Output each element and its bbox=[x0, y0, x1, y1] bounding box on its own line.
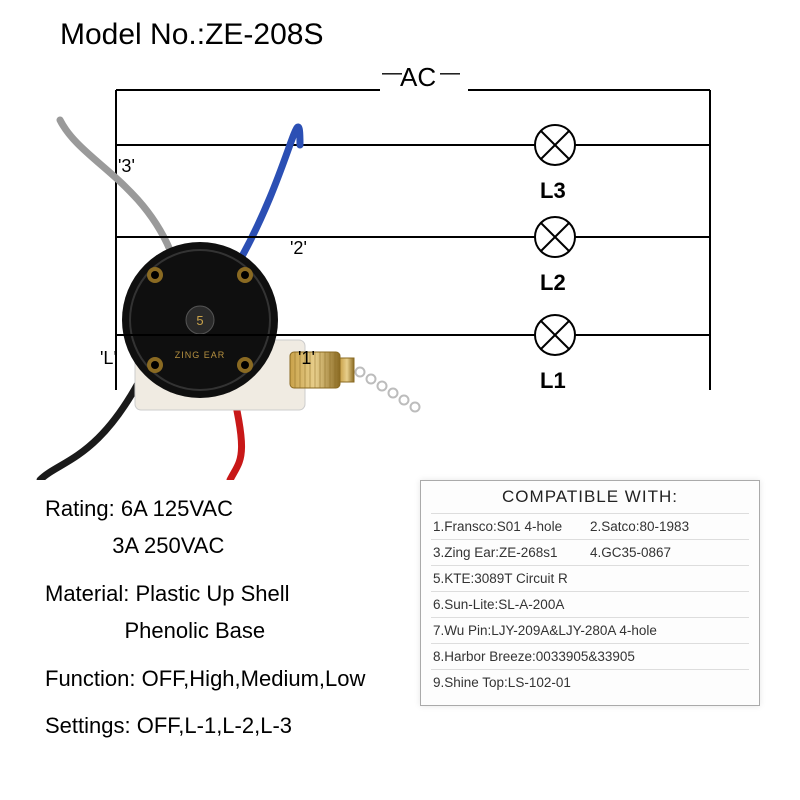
ac-label: AC bbox=[400, 62, 436, 93]
compat-row: 9.Shine Top:LS-102-01 bbox=[431, 669, 749, 695]
ac-dash-right: — bbox=[440, 62, 460, 85]
diagram-svg: 5 ZING EAR bbox=[0, 60, 800, 480]
spec-material: Material: Plastic Up Shell bbox=[45, 575, 365, 612]
compat-row: 5.KTE:3089T Circuit R bbox=[431, 565, 749, 591]
compat-row: 6.Sun-Lite:SL-A-200A bbox=[431, 591, 749, 617]
svg-text:5: 5 bbox=[196, 313, 203, 328]
compat-row: 7.Wu Pin:LJY-209A&LJY-280A 4-hole bbox=[431, 617, 749, 643]
specs-block: Rating: 6A 125VAC 3A 250VAC Material: Pl… bbox=[45, 490, 365, 744]
label-l3: L3 bbox=[540, 178, 566, 204]
compat-title: COMPATIBLE WITH: bbox=[431, 487, 749, 507]
wiring-diagram: 5 ZING EAR AC — — L3 L2 L1 '3' '2' '1' 'L… bbox=[0, 60, 800, 480]
spec-function: Function: OFF,High,Medium,Low bbox=[45, 660, 365, 697]
model-title: Model No.:ZE-208S bbox=[60, 18, 323, 52]
compat-row: 3.Zing Ear:ZE-268s14.GC35-0867 bbox=[431, 539, 749, 565]
label-l1: L1 bbox=[540, 368, 566, 394]
spec-rating2: 3A 250VAC bbox=[45, 527, 365, 564]
svg-text:ZING EAR: ZING EAR bbox=[175, 350, 226, 360]
compat-row: 1.Fransco:S01 4-hole2.Satco:80-1983 bbox=[431, 513, 749, 539]
spec-material2: Phenolic Base bbox=[45, 612, 365, 649]
label-t3: '3' bbox=[118, 156, 135, 177]
label-t1: '1' bbox=[298, 348, 315, 369]
spec-rating: Rating: 6A 125VAC bbox=[45, 490, 365, 527]
compatibility-box: COMPATIBLE WITH: 1.Fransco:S01 4-hole2.S… bbox=[420, 480, 760, 706]
spec-settings: Settings: OFF,L-1,L-2,L-3 bbox=[45, 707, 365, 744]
ac-dash-left: — bbox=[382, 62, 402, 85]
label-l2: L2 bbox=[540, 270, 566, 296]
label-t2: '2' bbox=[290, 238, 307, 259]
label-tL: 'L' bbox=[100, 348, 117, 369]
compat-row: 8.Harbor Breeze:0033905&33905 bbox=[431, 643, 749, 669]
